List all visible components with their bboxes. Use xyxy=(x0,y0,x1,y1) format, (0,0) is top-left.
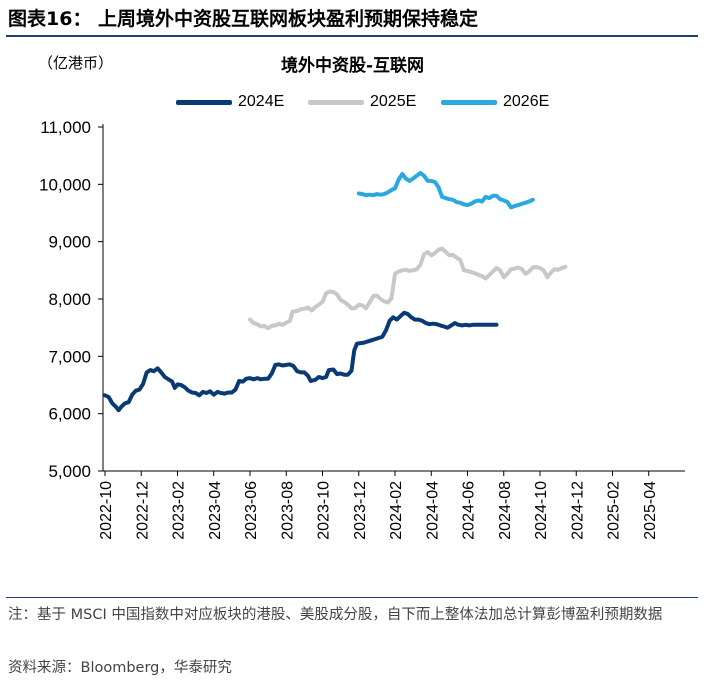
series-line-2026e xyxy=(356,170,535,210)
footnote: 注：基于 MSCI 中国指数中对应板块的港股、美股成分股，自下而上整体法加总计算… xyxy=(8,607,663,623)
y-tick-label: 5,000 xyxy=(48,462,91,481)
x-tick-label: 2022-10 xyxy=(98,481,115,540)
legend-label-2026e: 2026E xyxy=(503,93,550,110)
y-tick-label: 6,000 xyxy=(48,405,91,424)
x-tick-label: 2024-08 xyxy=(497,481,514,540)
series-line-2024e xyxy=(103,310,499,413)
x-tick-label: 2025-02 xyxy=(606,481,623,540)
legend-label-2024e: 2024E xyxy=(238,93,285,110)
chart-title: 境外中资股-互联网 xyxy=(280,56,425,76)
x-tick-label: 2024-02 xyxy=(388,481,405,540)
x-tick-label: 2023-02 xyxy=(171,481,188,540)
y-tick-label: 11,000 xyxy=(40,118,91,137)
y-tick-label: 9,000 xyxy=(48,233,91,252)
legend-label-2025e: 2025E xyxy=(370,93,417,110)
figure-title: 图表16： 上周境外中资股互联网板块盈利预期保持稳定 xyxy=(8,8,479,30)
legend-swatch-2026e xyxy=(441,100,497,105)
x-tick-label: 2023-08 xyxy=(279,481,296,540)
x-tick-label: 2025-04 xyxy=(642,481,659,540)
legend-swatch-2024e xyxy=(176,100,232,105)
y-tick-label: 10,000 xyxy=(39,175,91,194)
x-tick-label: 2024-04 xyxy=(424,481,441,540)
unit-label: （亿港币） xyxy=(38,54,114,72)
x-tick-label: 2023-04 xyxy=(207,481,224,540)
x-tick-label: 2024-12 xyxy=(569,481,586,540)
x-tick-label: 2024-10 xyxy=(533,481,550,540)
footer-rule xyxy=(6,597,698,598)
x-tick-label: 2023-12 xyxy=(352,481,369,540)
x-tick-label: 2024-06 xyxy=(461,481,478,540)
series-line-2025e xyxy=(248,246,568,331)
x-tick-label: 2022-12 xyxy=(134,481,151,540)
title-rule xyxy=(6,35,698,37)
x-tick-label: 2023-10 xyxy=(316,481,333,540)
y-tick-label: 7,000 xyxy=(48,347,91,366)
y-tick-label: 8,000 xyxy=(48,290,91,309)
source-line: 资料来源：Bloomberg，华泰研究 xyxy=(8,660,232,676)
legend-swatch-2025e xyxy=(308,100,364,105)
x-tick-label: 2023-06 xyxy=(243,481,260,540)
